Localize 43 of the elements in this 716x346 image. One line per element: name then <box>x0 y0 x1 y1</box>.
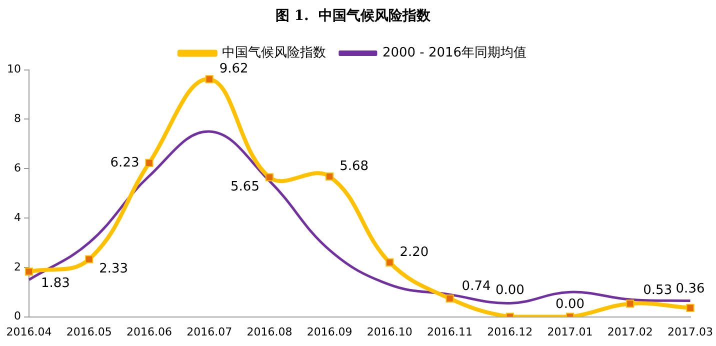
point <box>24 268 34 276</box>
point <box>326 172 334 181</box>
legend-label: 中国气候风险指数 <box>222 46 326 61</box>
data-label: 6.23 <box>110 155 140 170</box>
x-tick-label: 2016.06 <box>126 325 172 338</box>
x-tick-label: 2017.03 <box>668 325 714 338</box>
point <box>145 158 154 167</box>
data-label: 5.65 <box>230 180 260 195</box>
data-label: 5.68 <box>340 158 369 174</box>
data-label: 0.00 <box>495 283 524 298</box>
data-label: 0.74 <box>462 278 491 294</box>
x-tick-label: 2016.12 <box>487 325 533 338</box>
point <box>265 173 274 182</box>
y-tick-label: 10 <box>6 62 21 76</box>
data-label: 2.33 <box>99 262 128 277</box>
x-tick-label: 2016.05 <box>66 325 112 338</box>
point <box>686 304 694 312</box>
y-tick-label: 6 <box>14 161 21 174</box>
x-tick-label: 2016.09 <box>306 325 352 338</box>
point <box>626 300 634 308</box>
data-label: 2.20 <box>400 244 429 260</box>
y-tick-label: 8 <box>14 112 21 126</box>
point <box>386 258 394 266</box>
data-label: 0.53 <box>643 283 672 298</box>
x-tick-label: 2016.07 <box>186 325 232 338</box>
x-tick-label: 2016.04 <box>6 325 52 338</box>
x-tick-label: 2017.02 <box>607 325 653 338</box>
x-tick-label: 2016.11 <box>427 325 473 338</box>
y-tick-label: 2 <box>14 260 21 274</box>
legend-label: 2000 - 2016年同期均值 <box>382 46 527 61</box>
x-tick-label: 2016.10 <box>366 325 412 338</box>
chart-title: 图 1. 中国气候风险指数 <box>275 8 432 24</box>
point <box>205 75 214 84</box>
data-label: 9.62 <box>219 62 248 77</box>
point <box>446 294 454 303</box>
y-tick-label: 4 <box>14 210 21 224</box>
x-tick-label: 2016.08 <box>246 325 292 338</box>
y-tick-label: 0 <box>14 310 21 323</box>
data-label: 1.83 <box>40 276 70 291</box>
data-label: 0.00 <box>556 297 585 312</box>
data-label: 0.36 <box>676 281 705 296</box>
point <box>85 255 94 264</box>
x-tick-label: 2017.01 <box>547 325 593 338</box>
